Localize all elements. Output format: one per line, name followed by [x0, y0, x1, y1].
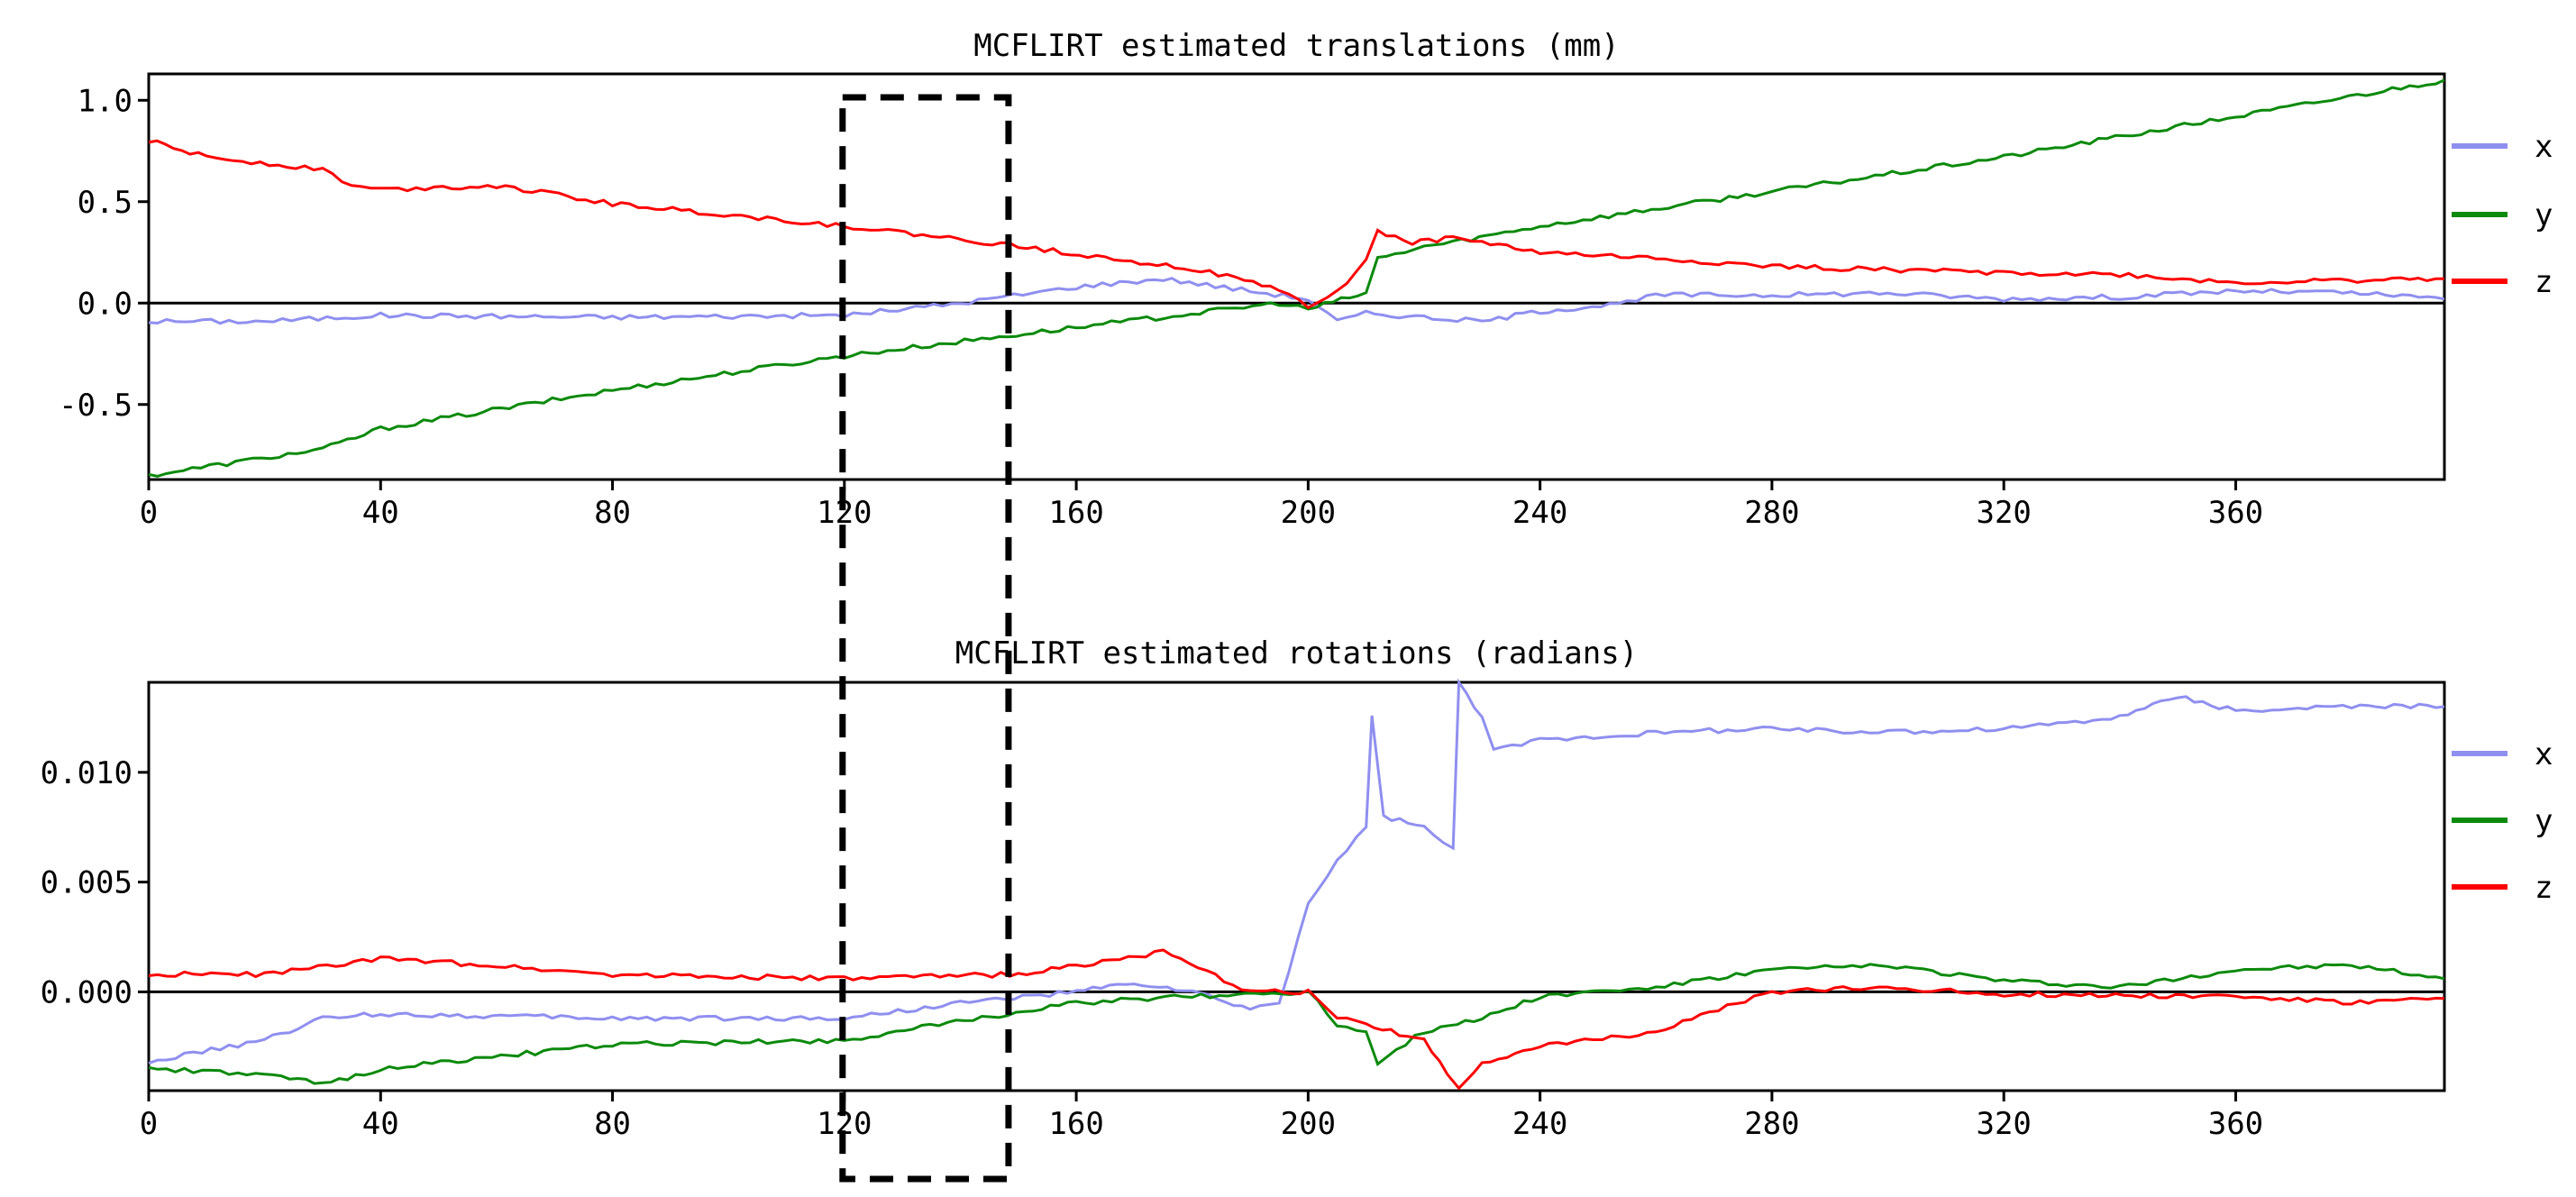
legend-label-x: x [2535, 129, 2553, 165]
series-line-x [148, 678, 2445, 1065]
y-tick-label: -0.5 [59, 388, 132, 424]
x-tick-label: 0 [140, 495, 158, 531]
series-line-z [148, 139, 2444, 310]
x-tick-label: 40 [362, 495, 399, 531]
y-tick-label: 0.5 [78, 185, 132, 221]
y-tick-label: 0.005 [41, 865, 132, 901]
y-tick-label: 0.010 [41, 755, 132, 791]
plot-frame [147, 681, 2446, 1092]
series-line-x [148, 277, 2445, 325]
x-tick-label: 280 [1744, 495, 1799, 531]
x-tick-label: 200 [1281, 495, 1336, 531]
x-tick-label: 360 [2208, 495, 2263, 531]
x-tick-label: 360 [2208, 1106, 2263, 1142]
x-tick-label: 160 [1048, 1106, 1103, 1142]
legend-label-y: y [2535, 197, 2553, 233]
x-tick-label: 240 [1512, 495, 1567, 531]
highlight-dashed-box [839, 94, 1012, 1183]
legend-label-y: y [2535, 803, 2553, 839]
x-tick-label: 160 [1048, 495, 1103, 531]
x-tick-label: 240 [1512, 1106, 1567, 1142]
series-line-y [148, 78, 2445, 478]
series-line-y [148, 963, 2445, 1085]
chart-title: MCFLIRT estimated translations (mm) [973, 28, 1619, 64]
x-tick-label: 280 [1744, 1106, 1799, 1142]
y-tick-label: 0.0 [78, 286, 132, 322]
legend-label-z: z [2535, 870, 2553, 906]
x-tick-label: 320 [1976, 495, 2031, 531]
series-line-z [148, 948, 2445, 1091]
x-tick-label: 40 [362, 1106, 399, 1142]
chart-2: MCFLIRT estimated rotations (radians) 0 40… [41, 635, 2553, 1142]
y-tick-label: 1.0 [78, 83, 132, 119]
chart-title: MCFLIRT estimated rotations (radians) [955, 635, 1638, 672]
y-tick-label: 0.000 [41, 974, 132, 1010]
x-tick-label: 320 [1976, 1106, 2031, 1142]
x-tick-label: 200 [1281, 1106, 1336, 1142]
x-tick-label: 0 [140, 1106, 158, 1142]
plot-frame [147, 72, 2446, 481]
legend-label-z: z [2535, 264, 2553, 300]
legend-label-x: x [2535, 736, 2553, 772]
x-tick-label: 80 [594, 1106, 631, 1142]
chart-1: MCFLIRT estimated translations (mm) 0 40 80… [59, 28, 2553, 531]
x-tick-label: 80 [594, 495, 631, 531]
